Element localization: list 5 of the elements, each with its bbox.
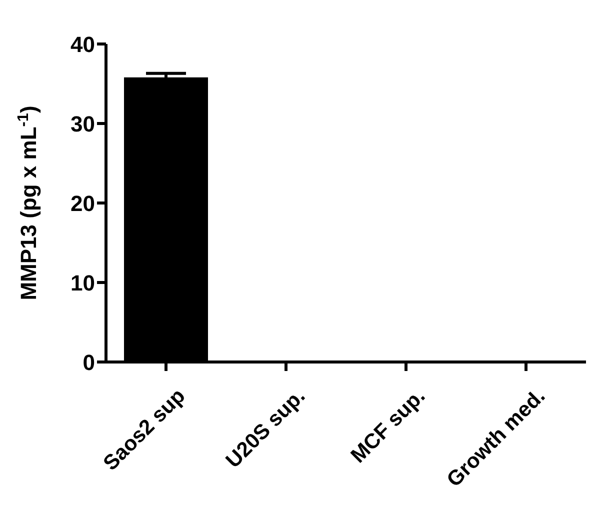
y-tick-label: 10 bbox=[70, 270, 95, 296]
y-tick-label: 20 bbox=[70, 190, 95, 216]
y-tick-label: 40 bbox=[70, 32, 95, 57]
y-tick-label: 30 bbox=[70, 111, 95, 136]
y-tick-label: 0 bbox=[82, 350, 95, 375]
